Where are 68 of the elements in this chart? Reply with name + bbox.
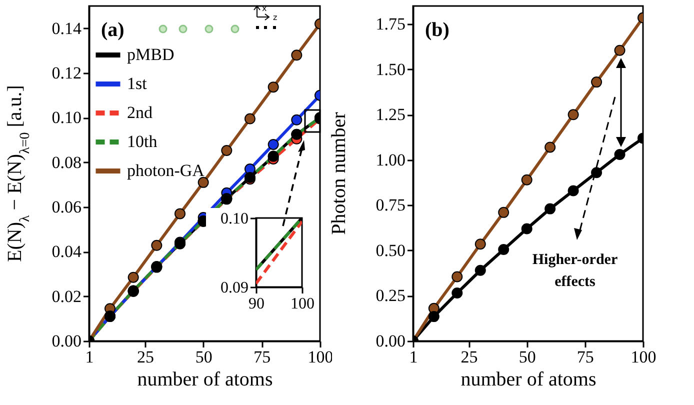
- y-tick-label: 1.00: [376, 150, 406, 170]
- point: [568, 185, 579, 196]
- point: [544, 142, 556, 153]
- point: [452, 271, 463, 282]
- annotation: z: [273, 13, 278, 22]
- text: (a): [101, 19, 124, 41]
- y-tick-label: 1.75: [376, 14, 406, 34]
- x-axis-title: number of atoms: [460, 368, 596, 390]
- point: [591, 76, 602, 88]
- y-tick-label: 0.14: [52, 18, 82, 38]
- x-tick-label: 75: [254, 348, 271, 366]
- x-tick-label: 90: [248, 296, 264, 312]
- y-tick-label: 0.10: [52, 108, 82, 128]
- point: [544, 203, 556, 214]
- y-tick-label: 0.00: [52, 332, 82, 350]
- point: [268, 138, 279, 150]
- legend-label: 10th: [127, 132, 158, 151]
- annotation: x: [262, 4, 267, 13]
- point: [291, 50, 302, 61]
- point: [221, 145, 232, 156]
- y-tick-label: 1.25: [376, 105, 406, 124]
- annotation: Higher-order effects: [532, 252, 618, 290]
- point: [452, 288, 463, 299]
- y-tick-label: 0.02: [52, 286, 82, 306]
- legend-label: 1st: [127, 74, 148, 93]
- y-tick-label: 0.50: [376, 240, 406, 260]
- x-tick-label: 25: [460, 348, 478, 366]
- y-tick-label: 0.04: [52, 242, 82, 262]
- x-tick-label: 100: [290, 296, 314, 312]
- legend-label: photon-GA: [127, 161, 206, 180]
- y-tick-label: 0.10: [220, 210, 248, 228]
- x-tick-label: 50: [518, 348, 536, 366]
- y-tick-label: 0.25: [376, 286, 406, 306]
- x-tick-label: 25: [137, 348, 154, 366]
- point: [568, 109, 579, 120]
- point: [474, 264, 486, 276]
- y-tick-label: 0.08: [52, 152, 82, 172]
- point: [521, 174, 532, 186]
- point: [128, 272, 139, 283]
- x-tick-label: 100: [630, 348, 656, 366]
- point: [614, 148, 626, 160]
- y-tick-label: 0.06: [52, 198, 82, 216]
- x-tick-label: 1: [409, 348, 418, 366]
- y-tick-label: 0.75: [376, 196, 406, 215]
- point: [498, 206, 510, 218]
- point: [614, 44, 626, 56]
- y-tick-label: 0.09: [220, 280, 248, 296]
- text: (b): [425, 19, 450, 41]
- point: [428, 311, 440, 322]
- point: [268, 82, 279, 93]
- point: [474, 238, 486, 250]
- point: [244, 113, 256, 124]
- point: [174, 208, 186, 220]
- point: [498, 244, 510, 256]
- point: [291, 114, 302, 126]
- x-axis-title: number of atoms: [137, 368, 273, 390]
- x-tick-label: 75: [576, 348, 594, 366]
- y-tick-label: 0.00: [376, 332, 406, 350]
- x-tick-label: 1: [85, 348, 94, 366]
- x-tick-label: 50: [195, 348, 212, 366]
- point: [591, 167, 602, 178]
- y-axis-title: Photon number: [328, 112, 350, 235]
- point: [521, 223, 532, 234]
- legend-label: 2nd: [127, 103, 153, 122]
- y-tick-label: 0.12: [52, 64, 82, 82]
- y-tick-label: 1.50: [376, 60, 406, 79]
- point: [151, 240, 162, 251]
- legend-label: pMBD: [127, 45, 174, 64]
